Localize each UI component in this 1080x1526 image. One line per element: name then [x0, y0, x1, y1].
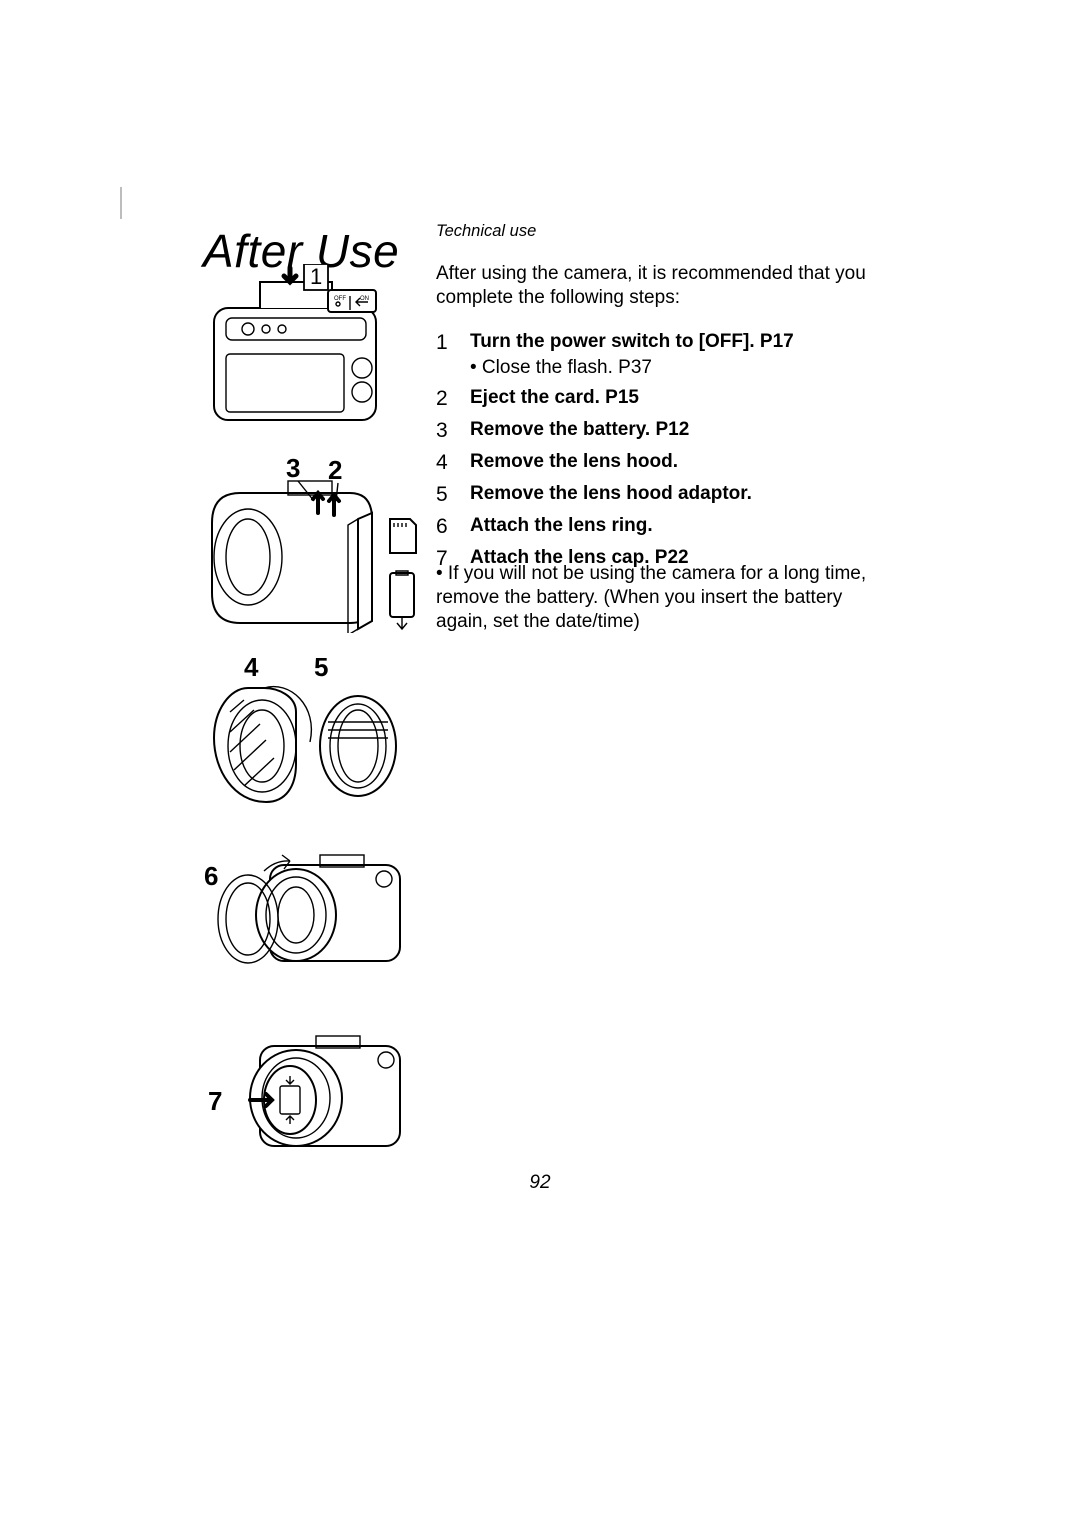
callout-7: 7: [208, 1086, 222, 1116]
step-row: 1 Turn the power switch to [OFF]. P17 • …: [436, 330, 896, 380]
step-text: Turn the power switch to [OFF]. P17: [470, 331, 794, 352]
step-number: 3: [436, 418, 470, 444]
callout-4: 4: [244, 652, 259, 682]
step-body: Eject the card. P15: [470, 386, 896, 410]
callout-6: 6: [204, 861, 218, 891]
step-body: Remove the lens hood adaptor.: [470, 482, 896, 506]
step-text: Remove the lens hood.: [470, 451, 678, 472]
step-text: Eject the card. P15: [470, 387, 639, 408]
step-body: Attach the lens ring.: [470, 514, 896, 538]
step-number: 2: [436, 386, 470, 412]
illustration-column: OFF ON 1: [200, 264, 426, 1189]
step-row: 5 Remove the lens hood adaptor.: [436, 482, 896, 508]
page: Technical use After Use After using the …: [0, 0, 1080, 1526]
callout-5: 5: [314, 652, 328, 682]
step-number: 5: [436, 482, 470, 508]
step-row: 6 Attach the lens ring.: [436, 514, 896, 540]
step-row: 2 Eject the card. P15: [436, 386, 896, 412]
step-substep: • Close the flash. P37: [470, 356, 896, 380]
steps-list: 1 Turn the power switch to [OFF]. P17 • …: [436, 324, 896, 572]
binding-tick: [120, 187, 122, 219]
page-number: 92: [0, 1172, 1080, 1194]
step-number: 1: [436, 330, 470, 356]
figure-1: OFF ON 1: [200, 264, 426, 439]
section-label: Technical use: [436, 222, 536, 241]
on-label: ON: [360, 296, 369, 302]
step-text: Remove the lens hood adaptor.: [470, 483, 752, 504]
figure-3: 4 5: [200, 652, 426, 817]
intro-paragraph: After using the camera, it is recommende…: [436, 262, 876, 310]
step-body: Remove the battery. P12: [470, 418, 896, 442]
step-body: Turn the power switch to [OFF]. P17 • Cl…: [470, 330, 896, 380]
callout-3: 3: [286, 453, 300, 483]
step-body: Remove the lens hood.: [470, 450, 896, 474]
step-row: 3 Remove the battery. P12: [436, 418, 896, 444]
off-label: OFF: [334, 296, 346, 302]
figure-5: 7: [200, 1010, 426, 1175]
step-number: 4: [436, 450, 470, 476]
step-text: Remove the battery. P12: [470, 419, 689, 440]
callout-2: 2: [328, 455, 342, 485]
figure-2: 3 2: [200, 453, 426, 638]
step-text: Attach the lens ring.: [470, 515, 653, 536]
figure-4: 6: [200, 831, 426, 996]
step-row: 4 Remove the lens hood.: [436, 450, 896, 476]
note-paragraph: • If you will not be using the camera fo…: [436, 562, 876, 634]
step-number: 6: [436, 514, 470, 540]
callout-1: 1: [310, 264, 322, 289]
